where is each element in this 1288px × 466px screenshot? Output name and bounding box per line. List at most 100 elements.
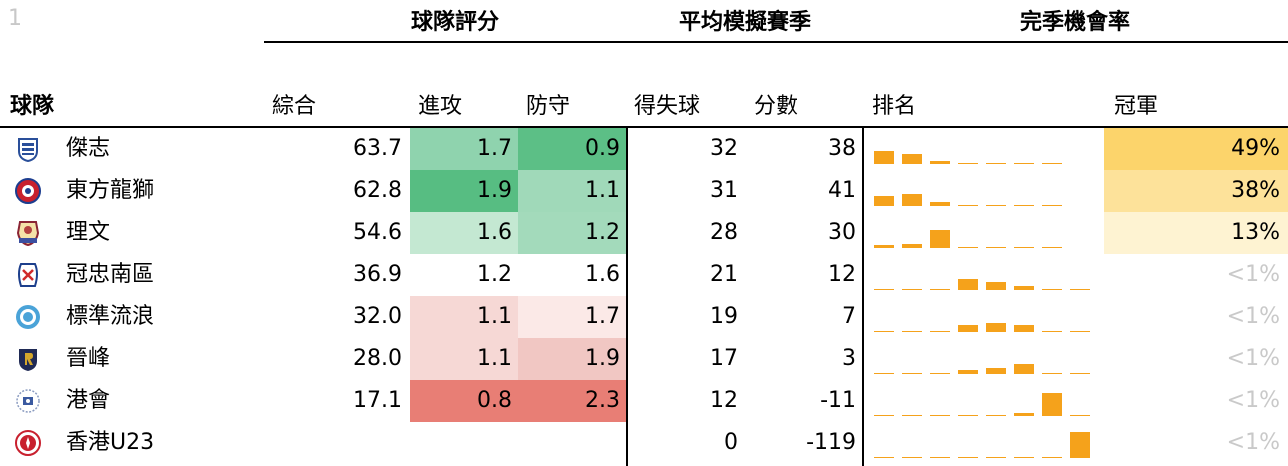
attack-rating: 1.6 [410,212,518,254]
attack-rating: 1.9 [410,170,518,212]
table-row: 港會 17.1 0.8 2.3 12 -11 <1% [0,380,1288,422]
rank-bar [958,324,978,332]
team-name: 傑志 [66,136,111,161]
team-name: 香港U23 [66,430,155,455]
overall-rating [264,422,408,464]
champion-chance: 38% [1104,170,1288,212]
rank-bar [958,369,978,374]
group-title-projection: 平均模擬賽季 [678,10,811,35]
team-name: 冠忠南區 [66,262,155,287]
goal-difference: 31 [710,178,738,203]
rank-bar [930,414,950,416]
projected-points: 12 [828,262,856,287]
rank-bar [986,204,1006,206]
hkfc-crest-icon [16,389,40,413]
goal-difference: 12 [710,388,738,413]
champion-chance: <1% [1104,254,1288,296]
rank-bar [902,372,922,374]
defense-rating: 1.1 [518,170,626,212]
resources-capital-crest-icon [19,349,37,371]
projected-points: 38 [828,136,856,161]
rank-bar [874,151,894,164]
header-goal-diff: 得失球 [634,94,701,119]
rank-bar [1070,288,1090,290]
defense-rating [518,422,626,464]
table-row: 冠忠南區 36.9 1.2 1.6 21 12 <1% [0,254,1288,296]
rank-bar [986,282,1006,290]
rank-bar [874,414,894,416]
divider-ratings [626,127,628,466]
table-row: 晉峰 28.0 1.1 1.9 17 3 <1% [0,338,1288,380]
rank-bar [902,330,922,332]
rank-bar [874,330,894,332]
table-row: 傑志 63.7 1.7 0.9 32 38 49% [0,128,1288,170]
rank-bar [1070,432,1090,458]
header-rule [0,126,1288,128]
rank-bar [986,367,1006,374]
projected-points: 41 [828,178,856,203]
header-champion: 冠軍 [1114,94,1159,119]
rank-bar [958,414,978,416]
rank-bar [1042,372,1062,374]
table-row: 香港U23 0 -119 <1% [0,422,1288,464]
overall-rating: 28.0 [353,346,402,371]
rank-bar [902,456,922,458]
rank-bar [1042,162,1062,164]
overall-rating: 62.8 [353,178,402,203]
champion-chance: <1% [1104,296,1288,338]
overall-rating: 32.0 [353,304,402,329]
rank-bar [958,246,978,248]
rank-bar [902,288,922,290]
goal-difference: 19 [710,304,738,329]
goal-difference: 17 [710,346,738,371]
attack-rating: 1.1 [410,338,518,380]
rank-bar [902,414,922,416]
team-name: 晉峰 [66,346,111,371]
rank-bar [874,196,894,206]
rank-bar [1042,456,1062,458]
rank-bar [958,204,978,206]
rank-bar [1042,330,1062,332]
rank-bar [930,288,950,290]
rank-bar [1014,285,1034,290]
defense-rating: 1.6 [518,254,626,296]
projected-points: 3 [842,346,856,371]
row-number: 1 [8,6,22,31]
header-team: 球隊 [10,94,55,119]
southern-crest-icon [18,263,38,287]
rank-bar [958,456,978,458]
champion-chance: <1% [1104,338,1288,380]
rank-bar [1014,456,1034,458]
header-defense: 防守 [526,94,571,119]
projected-points: -11 [820,388,856,413]
rank-bar [986,456,1006,458]
overall-rating: 63.7 [353,136,402,161]
overall-rating: 17.1 [353,388,402,413]
projected-points: 30 [828,220,856,245]
table-row: 理文 54.6 1.6 1.2 28 30 13% [0,212,1288,254]
defense-rating: 0.9 [518,128,626,170]
champion-chance: <1% [1104,422,1288,464]
rank-bar [930,372,950,374]
champion-chance: 13% [1104,212,1288,254]
rank-bar [930,201,950,206]
rank-bar [930,330,950,332]
rank-bar [1042,204,1062,206]
team-name: 理文 [66,220,111,245]
defense-rating: 1.7 [518,296,626,338]
rank-bar [902,154,922,164]
attack-rating: 1.7 [410,128,518,170]
lee-man-crest-icon [16,221,40,247]
rank-bar [1014,246,1034,248]
group-underline [264,41,1288,43]
rangers-crest-icon [16,305,40,329]
defense-rating: 1.9 [518,338,626,380]
rank-bar [902,194,922,206]
attack-rating: 0.8 [410,380,518,422]
rank-bar [930,456,950,458]
attack-rating: 1.2 [410,254,518,296]
team-name: 東方龍獅 [66,178,155,203]
rank-bar [1042,393,1062,416]
champion-chance: 49% [1104,128,1288,170]
rank-bar [874,456,894,458]
